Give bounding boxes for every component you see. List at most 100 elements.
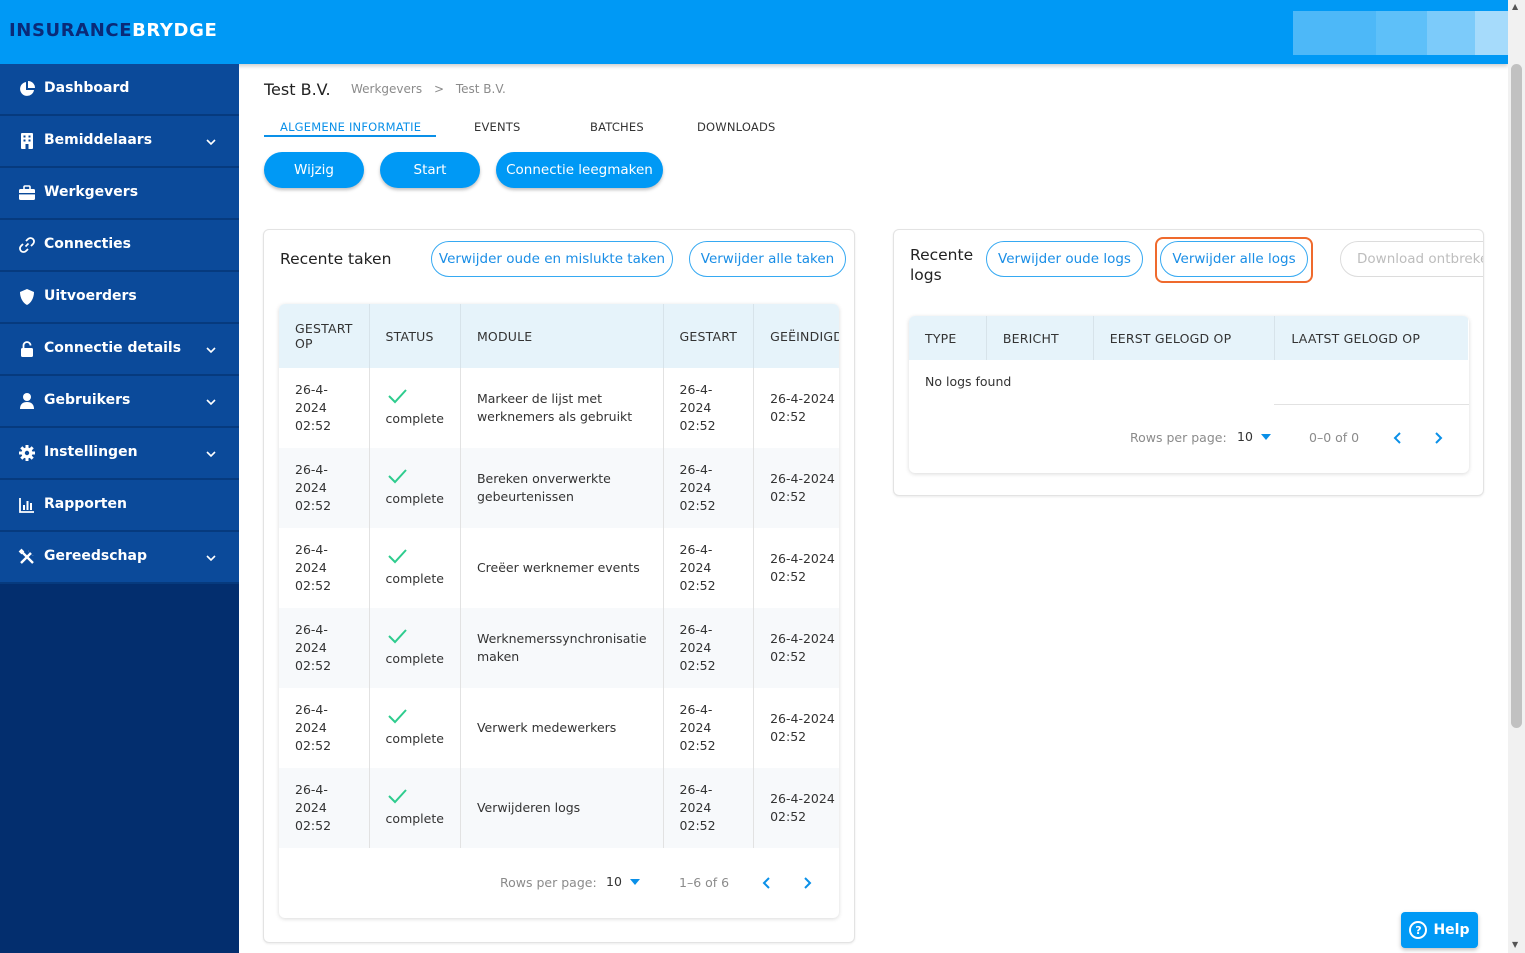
cell-started: 26-4- 2024 02:52: [663, 448, 755, 528]
cell-module: Markeer de lijst met werknemers als gebru…: [460, 368, 664, 448]
recent-tasks-card: Recente taken Verwijder oude en mislukte…: [263, 229, 855, 943]
tab-batches[interactable]: BATCHES: [590, 120, 644, 134]
cell-ended: 26-4-2024 02:52: [753, 768, 839, 848]
logs-table-header: TYPE BERICHT EERST GELOGD OP LAATST GELO…: [909, 316, 1468, 360]
sidebar-item-label: Uitvoerders: [44, 288, 137, 304]
help-label: Help: [1433, 922, 1470, 938]
sidebar-item-werkgevers[interactable]: Werkgevers: [0, 168, 239, 220]
breadcrumb-link-werkgevers[interactable]: Werkgevers: [351, 82, 423, 96]
sidebar-item-connectie-details[interactable]: Connectie details: [0, 324, 239, 376]
sidebar-item-label: Werkgevers: [44, 184, 139, 200]
sidebar-item-label: Dashboard: [44, 80, 130, 96]
sidebar-item-label: Connecties: [44, 236, 131, 252]
clear-connection-button[interactable]: Connectie leegmaken: [496, 152, 663, 188]
cell-status: complete: [369, 448, 461, 528]
breadcrumb-current: Test B.V.: [455, 82, 506, 96]
delete-all-tasks-button[interactable]: Verwijder alle taken: [689, 241, 846, 277]
chevron-right-icon[interactable]: [800, 876, 814, 890]
gear-icon: [19, 445, 35, 461]
cell-started: 26-4- 2024 02:52: [663, 528, 755, 608]
column-header-first-logged[interactable]: EERST GELOGD OP: [1094, 316, 1276, 360]
chevron-down-icon: [206, 139, 216, 146]
brand-part-1: INSURANCE: [9, 20, 133, 41]
cell-started-on: 26-4- 2024 02:52: [279, 448, 370, 528]
table-row[interactable]: 26-4- 2024 02:52 complete Creëer werknemer…: [279, 528, 839, 608]
delete-all-logs-button[interactable]: Verwijder alle logs: [1160, 241, 1308, 277]
checkmark-icon: [387, 709, 407, 724]
column-header-started[interactable]: GESTART: [663, 304, 755, 368]
table-row[interactable]: 26-4- 2024 02:52 complete Markeer de lijst…: [279, 368, 839, 448]
edit-button[interactable]: Wijzig: [264, 152, 364, 188]
sidebar: Dashboard Bemiddelaars Werkgevers Connec…: [0, 64, 239, 953]
breadcrumb: Werkgevers > Test B.V.: [351, 82, 514, 96]
tasks-table: GESTART OP STATUS MODULE GESTART GEËINDIG…: [279, 304, 839, 848]
shield-icon: [20, 289, 34, 305]
column-header-type[interactable]: TYPE: [909, 316, 987, 360]
sidebar-item-connecties[interactable]: Connecties: [0, 220, 239, 272]
column-header-started-on[interactable]: GESTART OP: [279, 304, 370, 368]
sidebar-item-label: Connectie details: [44, 340, 182, 356]
caret-down-icon: [629, 878, 640, 885]
sidebar-item-bemiddelaars[interactable]: Bemiddelaars: [0, 116, 239, 168]
tasks-rows-per-page-select[interactable]: 10: [606, 874, 640, 889]
table-row[interactable]: 26-4- 2024 02:52 complete Bereken onverwer…: [279, 448, 839, 528]
tasks-table-container: GESTART OP STATUS MODULE GESTART GEËINDIG…: [279, 304, 839, 918]
checkmark-icon: [387, 549, 407, 564]
cell-module: Werknemerssynchronisatie maken: [460, 608, 664, 688]
cell-ended: 26-4-2024 02:52: [770, 711, 835, 744]
help-button[interactable]: ? Help: [1401, 912, 1478, 948]
tab-events[interactable]: EVENTS: [474, 120, 521, 134]
cell-status: complete: [369, 368, 461, 448]
sidebar-item-dashboard[interactable]: Dashboard: [0, 64, 239, 116]
sidebar-item-rapporten[interactable]: Rapporten: [0, 480, 239, 532]
chevron-down-icon: [206, 451, 216, 458]
sidebar-item-gebruikers[interactable]: Gebruikers: [0, 376, 239, 428]
table-row[interactable]: 26-4- 2024 02:52 complete Verwijderen logs…: [279, 768, 839, 848]
chevron-right-icon[interactable]: [1431, 431, 1445, 445]
chevron-left-icon[interactable]: [760, 876, 774, 890]
checkmark-icon: [387, 389, 407, 404]
download-missing-button[interactable]: Download ontbreken: [1340, 241, 1483, 277]
dashboard-icon: [20, 81, 35, 96]
logs-rows-per-page-select[interactable]: 10: [1237, 429, 1271, 444]
caret-down-icon: [1260, 433, 1271, 440]
start-button[interactable]: Start: [380, 152, 480, 188]
chevron-down-icon: [206, 347, 216, 354]
link-icon: [19, 237, 35, 253]
tab-algemene-informatie[interactable]: ALGEMENE INFORMATIE: [280, 120, 422, 134]
chevron-left-icon[interactable]: [1391, 431, 1405, 445]
sidebar-item-label: Instellingen: [44, 444, 138, 460]
user-icon: [20, 393, 34, 409]
cell-module: Verwijderen logs: [460, 768, 664, 848]
sidebar-item-instellingen[interactable]: Instellingen: [0, 428, 239, 480]
column-header-last-logged[interactable]: LAATST GELOGD OP: [1291, 330, 1421, 346]
logs-pagination-range: 0–0 of 0: [1309, 430, 1360, 445]
cell-ended: 26-4-2024 02:52: [753, 608, 839, 688]
sidebar-item-gereedschap[interactable]: Gereedschap: [0, 532, 239, 584]
tab-downloads[interactable]: DOWNLOADS: [697, 120, 776, 134]
column-header-status[interactable]: STATUS: [369, 304, 461, 368]
table-row[interactable]: 26-4- 2024 02:52 complete Verwerk medewerk…: [279, 688, 839, 768]
cell-started-on: 26-4- 2024 02:52: [279, 608, 370, 688]
top-header: INSURANCEBRYDGE: [0, 0, 1508, 64]
tasks-rows-per-page-label: Rows per page:: [500, 875, 597, 890]
sidebar-item-label: Gereedschap: [44, 548, 147, 564]
header-user-area[interactable]: [1293, 11, 1508, 55]
column-header-module[interactable]: MODULE: [460, 304, 664, 368]
brand-logo[interactable]: INSURANCEBRYDGE: [9, 20, 217, 41]
table-row[interactable]: 26-4- 2024 02:52 complete Werknemerssynchr…: [279, 608, 839, 688]
scrollbar-thumb[interactable]: [1511, 64, 1522, 728]
column-header-message[interactable]: BERICHT: [987, 316, 1094, 360]
delete-old-failed-tasks-button[interactable]: Verwijder oude en mislukte taken: [431, 241, 673, 277]
scroll-down-arrow-icon[interactable]: ▼: [1512, 940, 1519, 949]
delete-old-logs-button[interactable]: Verwijder oude logs: [986, 241, 1143, 277]
tasks-pagination-range: 1–6 of 6: [679, 875, 730, 890]
building-icon: [21, 133, 33, 149]
sidebar-item-uitvoerders[interactable]: Uitvoerders: [0, 272, 239, 324]
recent-tasks-title: Recente taken: [280, 250, 392, 268]
column-header-ended[interactable]: GEËINDIGD: [753, 304, 839, 368]
scroll-up-arrow-icon[interactable]: ▲: [1512, 2, 1519, 11]
cell-started: 26-4- 2024 02:52: [663, 368, 755, 448]
cell-started: 26-4- 2024 02:52: [663, 768, 755, 848]
cell-status: complete: [369, 608, 461, 688]
